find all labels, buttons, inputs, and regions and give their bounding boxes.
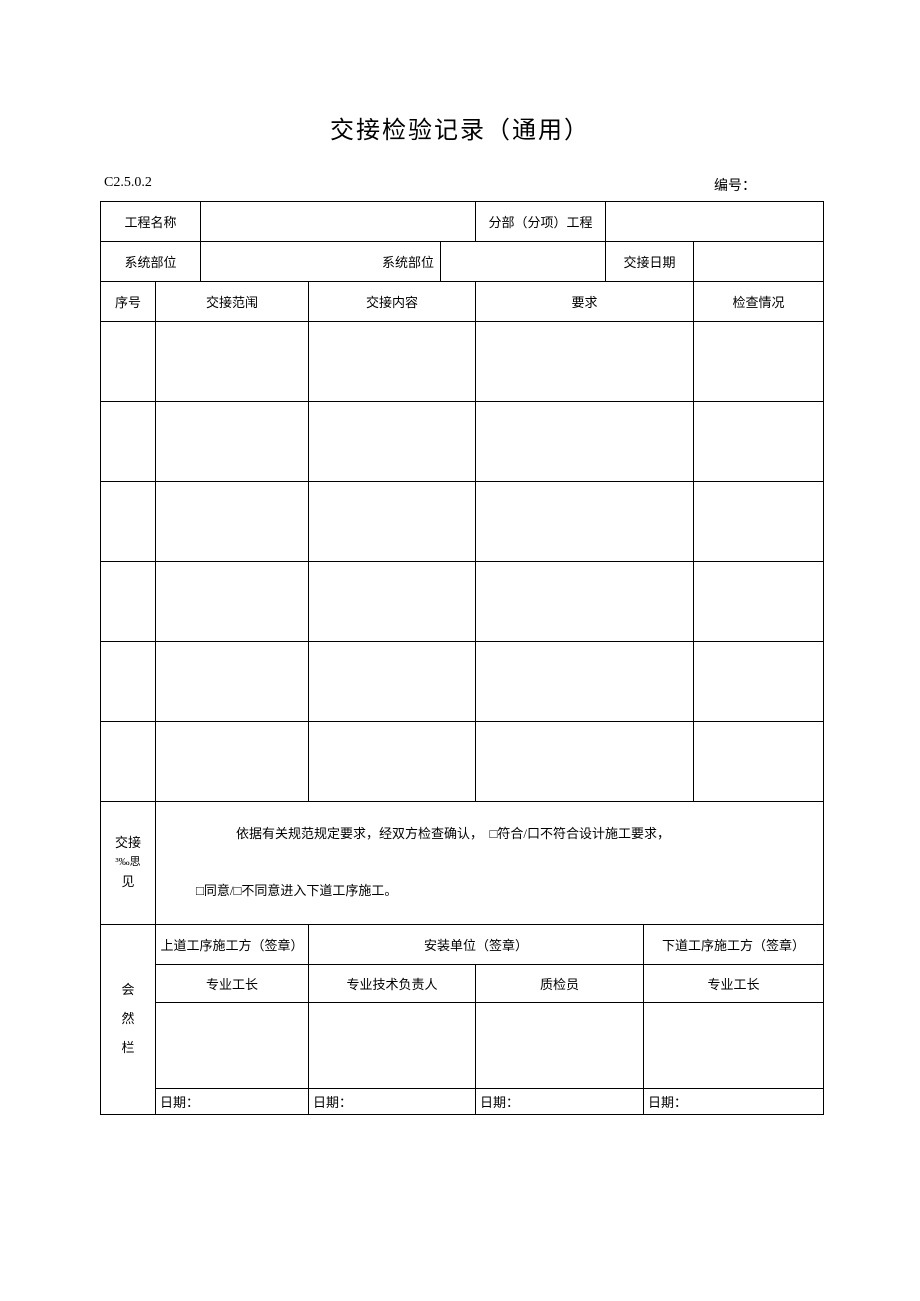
signature-header-row: 会 然 栏 上道工序施工方（签章） 安装单位（签章） 下道工序施工方（签章）: [101, 924, 824, 964]
cell: [309, 322, 476, 402]
info-row-1: 工程名称 分部（分项）工程: [101, 202, 824, 242]
qc-label: 质检员: [476, 964, 644, 1002]
opinion-side-label: 交接 ³‰思 见: [101, 802, 156, 925]
cell: [476, 562, 694, 642]
date-label-4: 日期：: [644, 1088, 824, 1114]
opinion-line-1: 依据有关规范规定要求，经双方检查确认， □符合/口不符合设计施工要求，: [176, 820, 803, 849]
sig-side-2: 然: [101, 1005, 155, 1034]
cell: [476, 402, 694, 482]
sig-space-2: [309, 1002, 476, 1088]
numbering-label: 编号：: [714, 175, 816, 195]
cell: [694, 482, 824, 562]
date-label-2: 日期：: [309, 1088, 476, 1114]
cell: [476, 722, 694, 802]
data-row-4: [101, 562, 824, 642]
col-inspection: 检查情况: [694, 282, 824, 322]
sig-side-1: 会: [101, 976, 155, 1005]
cell: [309, 482, 476, 562]
handover-date-value: [694, 242, 824, 282]
cell: [694, 402, 824, 482]
info-row-2: 系统部位 系统部位 交接日期: [101, 242, 824, 282]
opinion-side-1: 交接: [101, 833, 155, 854]
cell: [101, 482, 156, 562]
project-name-label: 工程名称: [101, 202, 201, 242]
cell: [694, 562, 824, 642]
header-row: C2.5.0.2 编号：: [100, 175, 820, 201]
foreman-label-1: 专业工长: [156, 964, 309, 1002]
cell: [156, 722, 309, 802]
opinion-text: 依据有关规范规定要求，经双方检查确认， □符合/口不符合设计施工要求， □同意/…: [156, 802, 824, 925]
data-row-2: [101, 402, 824, 482]
data-row-5: [101, 642, 824, 722]
opinion-side-2: ³‰思: [101, 854, 155, 872]
system-part-value-2: [441, 242, 606, 282]
cell: [476, 482, 694, 562]
signature-side-label: 会 然 栏: [101, 924, 156, 1114]
tech-lead-label: 专业技术负责人: [309, 964, 476, 1002]
col-content: 交接内容: [309, 282, 476, 322]
opinion-row: 交接 ³‰思 见 依据有关规范规定要求，经双方检查确认， □符合/口不符合设计施…: [101, 802, 824, 925]
main-table: 工程名称 分部（分项）工程 系统部位 系统部位 交接日期 序号 交接范闱 交接内…: [100, 201, 824, 1115]
cell: [101, 642, 156, 722]
cell: [694, 642, 824, 722]
cell: [476, 322, 694, 402]
sig-space-4: [644, 1002, 824, 1088]
cell: [476, 642, 694, 722]
page-title: 交接检验记录（通用）: [100, 110, 820, 145]
date-label-1: 日期：: [156, 1088, 309, 1114]
cell: [156, 562, 309, 642]
date-label-3: 日期：: [476, 1088, 644, 1114]
subsection-value: [606, 202, 824, 242]
cell: [309, 642, 476, 722]
signature-space-row: [101, 1002, 824, 1088]
data-row-3: [101, 482, 824, 562]
opinion-line-2: □同意/□不同意进入下道工序施工。: [176, 883, 397, 898]
col-seq: 序号: [101, 282, 156, 322]
signature-role-row: 专业工长 专业技术负责人 质检员 专业工长: [101, 964, 824, 1002]
handover-date-label: 交接日期: [606, 242, 694, 282]
cell: [309, 562, 476, 642]
cell: [694, 722, 824, 802]
foreman-label-2: 专业工长: [644, 964, 824, 1002]
cell: [101, 322, 156, 402]
col-requirement: 要求: [476, 282, 694, 322]
cell: [156, 642, 309, 722]
sig-space-3: [476, 1002, 644, 1088]
cell: [101, 402, 156, 482]
install-unit-label: 安装单位（签章）: [309, 924, 644, 964]
opinion-side-3: 见: [101, 872, 155, 893]
cell: [694, 322, 824, 402]
next-party-label: 下道工序施工方（签章）: [644, 924, 824, 964]
cell: [101, 722, 156, 802]
col-scope: 交接范闱: [156, 282, 309, 322]
data-row-6: [101, 722, 824, 802]
cell: [156, 482, 309, 562]
system-part-value-1: 系统部位: [201, 242, 441, 282]
cell: [156, 322, 309, 402]
prev-party-label: 上道工序施工方（签章）: [156, 924, 309, 964]
sig-side-3: 栏: [101, 1034, 155, 1063]
signature-date-row: 日期： 日期： 日期： 日期：: [101, 1088, 824, 1114]
subsection-label: 分部（分项）工程: [476, 202, 606, 242]
cell: [156, 402, 309, 482]
sig-space-1: [156, 1002, 309, 1088]
project-name-value: [201, 202, 476, 242]
cell: [101, 562, 156, 642]
system-part-label-1: 系统部位: [101, 242, 201, 282]
cell: [309, 402, 476, 482]
column-header-row: 序号 交接范闱 交接内容 要求 检查情况: [101, 282, 824, 322]
cell: [309, 722, 476, 802]
data-row-1: [101, 322, 824, 402]
form-code: C2.5.0.2: [104, 175, 152, 195]
